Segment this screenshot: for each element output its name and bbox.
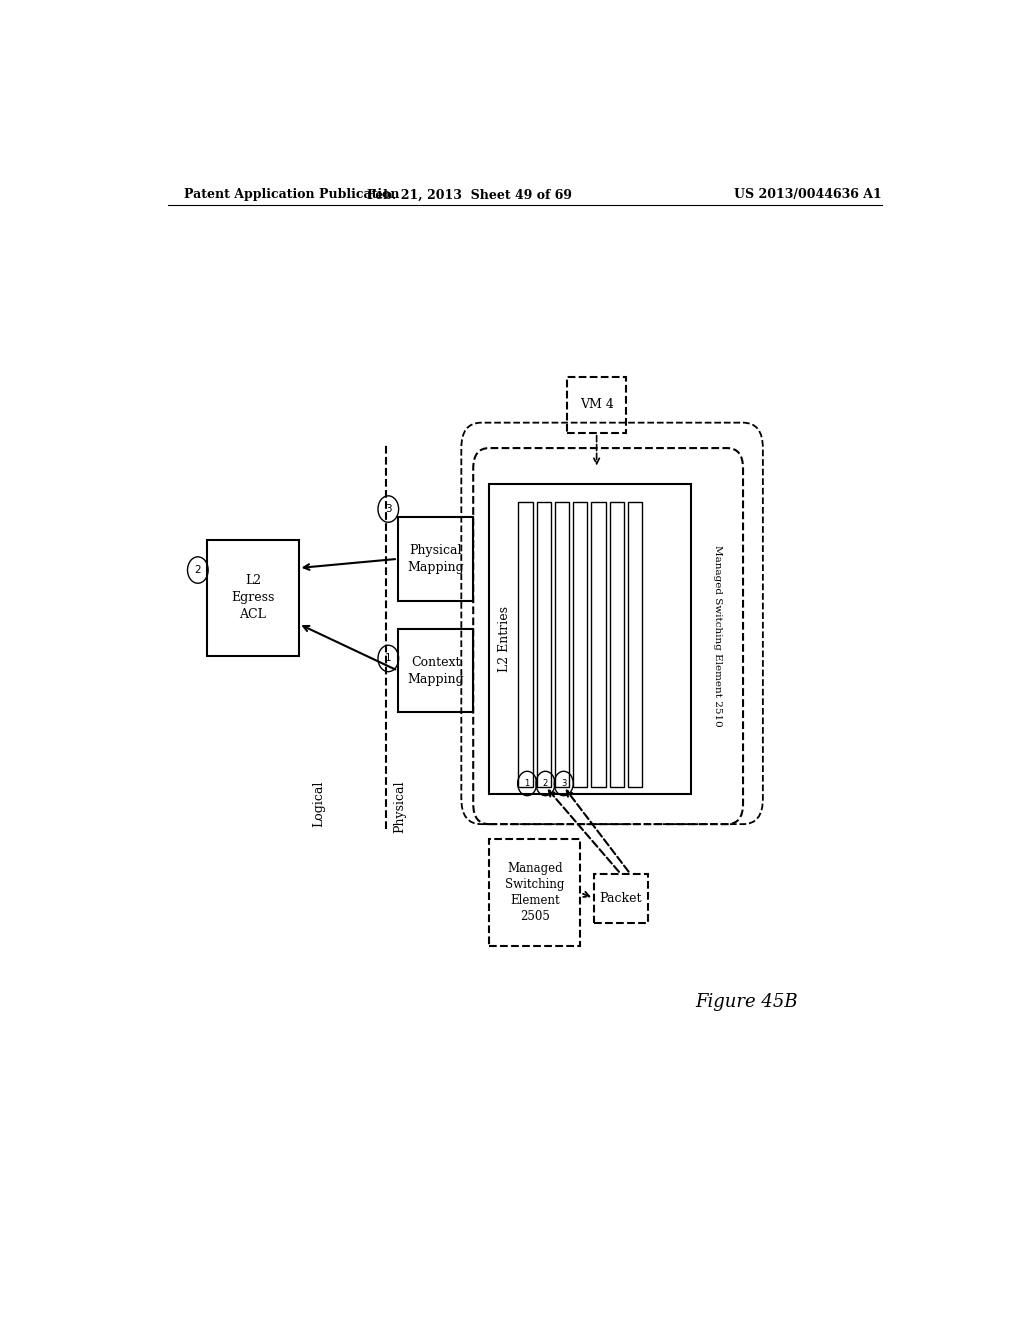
FancyBboxPatch shape [397,630,473,713]
Text: Patent Application Publication: Patent Application Publication [183,189,399,202]
Text: Figure 45B: Figure 45B [695,993,799,1011]
FancyBboxPatch shape [537,502,551,787]
Text: Packet: Packet [600,892,642,904]
Text: 1: 1 [524,779,529,788]
FancyBboxPatch shape [594,874,648,923]
Text: 1: 1 [385,653,391,664]
Text: Feb. 21, 2013  Sheet 49 of 69: Feb. 21, 2013 Sheet 49 of 69 [367,189,571,202]
FancyBboxPatch shape [555,502,569,787]
Text: US 2013/0044636 A1: US 2013/0044636 A1 [734,189,882,202]
FancyBboxPatch shape [573,502,588,787]
FancyBboxPatch shape [609,502,624,787]
FancyBboxPatch shape [567,378,627,433]
FancyBboxPatch shape [628,502,642,787]
Text: Physical
Mapping: Physical Mapping [408,544,464,574]
FancyBboxPatch shape [592,502,606,787]
Text: Context
Mapping: Context Mapping [408,656,464,685]
FancyBboxPatch shape [518,502,532,787]
FancyBboxPatch shape [397,517,473,601]
FancyBboxPatch shape [207,540,299,656]
Text: Physical: Physical [393,780,407,833]
Text: L2 Entries: L2 Entries [499,606,511,672]
Text: Managed
Switching
Element
2505: Managed Switching Element 2505 [505,862,564,923]
FancyBboxPatch shape [473,447,743,824]
Text: 3: 3 [561,779,566,788]
FancyBboxPatch shape [489,483,691,793]
Text: 3: 3 [385,504,391,513]
Text: 2: 2 [195,565,201,576]
Text: Logical: Logical [312,780,325,828]
Text: 2: 2 [543,779,548,788]
Text: L2
Egress
ACL: L2 Egress ACL [231,574,274,622]
FancyBboxPatch shape [489,840,581,946]
Text: Managed Switching Element 2510: Managed Switching Element 2510 [713,545,722,727]
Text: VM 4: VM 4 [580,399,613,412]
